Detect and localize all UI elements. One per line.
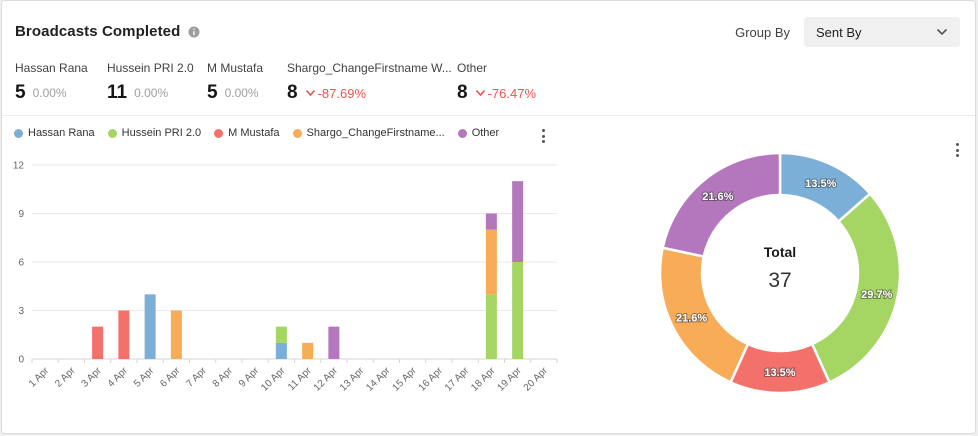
stat-label: Hussein PRI 2.0 [107,61,194,75]
bar-segment[interactable] [485,213,497,230]
bar-segment[interactable] [302,342,314,359]
y-axis-tick-label: 3 [18,306,24,317]
donut-chart-panel: 13.5% 29.7% 13.5% 21.6% 21.6% Total 37 [597,116,975,433]
stat-change: -76.47% [475,86,536,101]
legend-item-other[interactable]: Other [457,127,499,139]
donut-slice[interactable] [661,151,782,258]
bar-segment[interactable] [170,310,182,360]
stat-shargo: Shargo_ChangeFirstname W... 8 -87.69% [287,61,457,104]
stat-label: Shargo_ChangeFirstname W... [287,61,452,75]
legend-dot [14,128,23,138]
x-axis-label: 1 Apr [27,365,52,390]
stat-other: Other 8 -76.47% [457,61,536,104]
x-axis-label: 3 Apr [79,365,104,390]
stat-label: M Mustafa [207,61,264,75]
x-axis-label: 6 Apr [158,365,183,390]
x-axis-label: 13 Apr [338,365,367,394]
legend-dot [457,128,467,138]
bar-segment[interactable] [485,229,497,295]
stat-value: 8 [287,82,298,103]
x-axis-label: 4 Apr [106,365,131,390]
stats-row: Hassan Rana 5 0.00% Hussein PRI 2.0 11 0… [15,61,536,104]
stat-hussein-pri: Hussein PRI 2.0 11 0.00% [107,61,207,104]
group-by-label: Group By [735,24,790,40]
x-axis-label: 7 Apr [184,365,209,390]
x-axis-label: 16 Apr [417,365,446,394]
header-divider [2,115,975,116]
stat-value: 5 [15,82,26,103]
bar-segment[interactable] [275,326,287,343]
stat-value: 11 [107,82,128,103]
bar-segment[interactable] [485,294,497,359]
bar-chart-svg: 0 3 6 9 12 1 Apr 2 Apr 3 Apr 4 Apr 5 Apr 6 Apr 7 Ap… [13,161,558,394]
donut-slice-percent-label: 13.5% [764,367,795,379]
x-axis-label: 8 Apr [211,365,236,390]
stat-hassan-rana: Hassan Rana 5 0.00% [15,61,107,104]
legend-item-hassan-rana[interactable]: Hassan Rana [14,127,95,139]
legend-item-hussein-pri[interactable]: Hussein PRI 2.0 [107,127,201,139]
donut-slice-percent-label: 21.6% [702,191,733,203]
arrow-down-icon [305,89,316,97]
x-axis-label: 19 Apr [496,365,525,394]
donut-slice[interactable] [810,192,902,384]
bar-segment[interactable] [512,262,524,359]
y-axis-tick-label: 9 [18,209,24,220]
x-axis-label: 9 Apr [237,365,262,390]
y-axis-tick-label: 0 [18,355,24,366]
bar-segment[interactable] [512,181,524,262]
stat-value: 5 [207,82,218,103]
x-axis-label: 15 Apr [391,365,420,394]
x-axis-label: 11 Apr [286,365,314,393]
x-axis-label: 12 Apr [312,365,341,394]
x-axis-label: 5 Apr [132,365,157,390]
x-axis-label: 17 Apr [443,365,472,394]
bar-chart-menu-icon[interactable] [538,126,549,146]
chevron-down-icon [936,28,948,36]
bar-segment[interactable] [328,326,340,359]
donut-chart-menu-icon[interactable] [952,140,963,160]
page-title: Broadcasts Completed [15,23,181,40]
stat-change: 0.00% [134,86,169,100]
bar-segment[interactable] [92,326,104,359]
bar-segment[interactable] [118,310,130,360]
group-by-selected-value: Sent By [816,24,862,40]
legend-dot [214,128,224,138]
y-axis-tick-label: 12 [13,161,25,172]
x-axis-label: 18 Apr [469,365,498,394]
card-header: Broadcasts Completed Group By Sent By [2,1,975,55]
legend-item-m-mustafa[interactable]: M Mustafa [214,127,280,139]
stat-label: Hassan Rana [15,61,88,75]
stat-change: -87.69% [305,86,366,101]
donut-chart-svg: 13.5% 29.7% 13.5% 21.6% 21.6% [658,151,902,395]
legend-item-shargo[interactable]: Shargo_ChangeFirstname... [292,127,445,139]
donut-slice-percent-label: 29.7% [861,289,892,301]
legend-dot [292,128,302,138]
info-icon[interactable] [188,26,200,38]
stat-change: 0.00% [32,86,67,100]
stat-value: 8 [457,82,468,103]
legend-dot [107,128,117,138]
bar-segment[interactable] [275,342,287,359]
stat-m-mustafa: M Mustafa 5 0.00% [207,61,287,104]
x-axis-label: 20 Apr [522,365,551,394]
donut-slice-percent-label: 13.5% [805,178,836,190]
stat-change: 0.00% [224,86,259,100]
arrow-down-icon [475,89,486,97]
bar-chart-panel: Hassan Rana Hussein PRI 2.0 M Mustafa Sh… [2,116,597,433]
bar-segment[interactable] [144,294,156,359]
x-axis-label: 10 Apr [259,365,288,394]
y-axis-tick-label: 6 [18,258,24,269]
x-axis-label: 14 Apr [364,365,393,394]
group-by-select[interactable]: Sent By [804,17,960,47]
donut-slice-percent-label: 21.6% [676,313,707,325]
stat-label: Other [457,61,488,75]
x-axis-label: 2 Apr [53,365,78,390]
bar-chart-legend: Hassan Rana Hussein PRI 2.0 M Mustafa Sh… [14,127,512,139]
